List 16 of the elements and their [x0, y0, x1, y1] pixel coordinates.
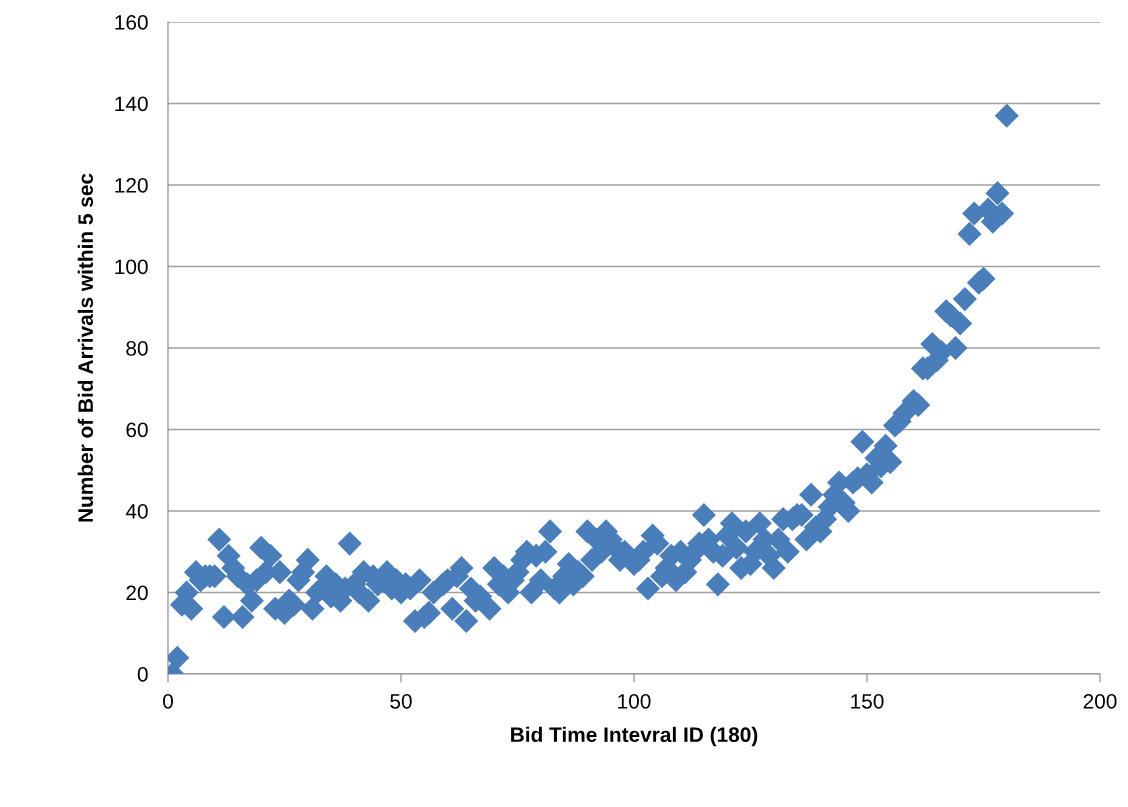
- x-tick-label: 50: [390, 693, 412, 709]
- x-tick-label: 0: [163, 693, 173, 709]
- y-tick-label: 140: [115, 96, 148, 112]
- x-tick-label: 200: [1083, 693, 1117, 709]
- y-tick-label: 20: [126, 585, 148, 601]
- y-tick-label: 80: [126, 341, 148, 356]
- y-tick-label: 0: [137, 667, 148, 682]
- y-tick-label: 40: [125, 504, 148, 519]
- y-tick-label: 160: [115, 15, 148, 30]
- y-axis-title: Number of Bid Arrivals within 5 sec: [77, 173, 94, 522]
- x-tick-label: 100: [618, 693, 651, 709]
- y-tick-label: 100: [115, 259, 148, 275]
- y-tick-label: 60: [126, 422, 148, 438]
- y-tick-label: 120: [115, 178, 148, 193]
- x-axis-title: Bid Time Intevral ID (180): [511, 726, 758, 747]
- x-tick-label: 150: [851, 693, 884, 709]
